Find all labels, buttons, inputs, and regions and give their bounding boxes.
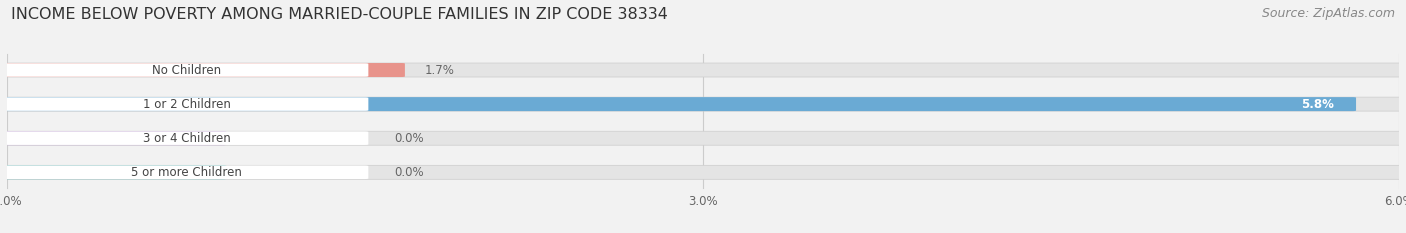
Text: 0.0%: 0.0% (395, 166, 425, 179)
FancyBboxPatch shape (4, 63, 405, 77)
Text: No Children: No Children (152, 64, 221, 76)
FancyBboxPatch shape (6, 63, 368, 77)
FancyBboxPatch shape (4, 97, 1402, 111)
Text: 5.8%: 5.8% (1301, 98, 1334, 111)
Text: 5 or more Children: 5 or more Children (131, 166, 242, 179)
FancyBboxPatch shape (6, 166, 368, 179)
Text: 1.7%: 1.7% (425, 64, 454, 76)
Text: Source: ZipAtlas.com: Source: ZipAtlas.com (1261, 7, 1395, 20)
FancyBboxPatch shape (4, 131, 1402, 145)
FancyBboxPatch shape (4, 97, 1355, 111)
FancyBboxPatch shape (4, 131, 226, 145)
FancyBboxPatch shape (4, 165, 1402, 179)
FancyBboxPatch shape (6, 97, 368, 111)
Text: INCOME BELOW POVERTY AMONG MARRIED-COUPLE FAMILIES IN ZIP CODE 38334: INCOME BELOW POVERTY AMONG MARRIED-COUPL… (11, 7, 668, 22)
FancyBboxPatch shape (4, 63, 1402, 77)
FancyBboxPatch shape (4, 165, 226, 179)
Text: 0.0%: 0.0% (395, 132, 425, 145)
Text: 3 or 4 Children: 3 or 4 Children (143, 132, 231, 145)
FancyBboxPatch shape (6, 131, 368, 145)
Text: 1 or 2 Children: 1 or 2 Children (143, 98, 231, 111)
